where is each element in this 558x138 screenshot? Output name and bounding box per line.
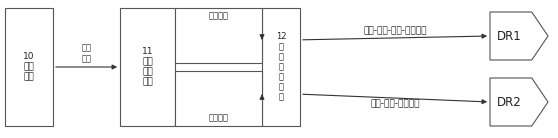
Bar (175, 71, 262, 126)
Text: 整形-反向-反向-电流放大: 整形-反向-反向-电流放大 (363, 26, 427, 35)
Text: 10
谐振
模块: 10 谐振 模块 (23, 52, 35, 82)
Text: DR1: DR1 (497, 30, 522, 43)
Text: 产生
方波: 产生 方波 (81, 44, 92, 63)
Bar (120, 8, 175, 126)
Bar (175, 8, 262, 63)
Text: 第一方波: 第一方波 (209, 11, 228, 21)
Text: 12
整
形
反
向
模
块: 12 整 形 反 向 模 块 (276, 32, 286, 102)
Text: 整形-反向-电流放大: 整形-反向-电流放大 (371, 99, 420, 108)
Bar (262, 8, 300, 126)
Polygon shape (490, 12, 548, 60)
Bar (5, 8, 53, 126)
Polygon shape (490, 78, 548, 126)
Text: 11
死区
间置
模块: 11 死区 间置 模块 (142, 47, 153, 87)
Text: DR2: DR2 (497, 95, 522, 108)
Text: 第二方波: 第二方波 (209, 113, 228, 123)
